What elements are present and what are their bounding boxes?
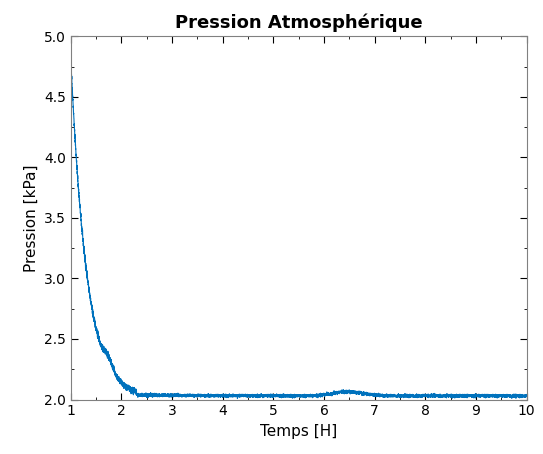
Title: Pression Atmosphérique: Pression Atmosphérique [175,14,422,32]
X-axis label: Temps [H]: Temps [H] [260,424,337,439]
Y-axis label: Pression [kPa]: Pression [kPa] [23,164,39,271]
